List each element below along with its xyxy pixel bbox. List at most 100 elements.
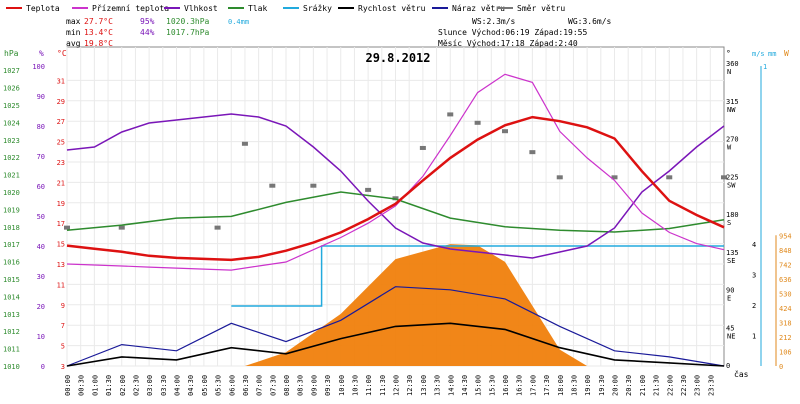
- axis-tick-deg: 270: [726, 136, 739, 144]
- axis-tick-time: 18:00: [557, 375, 565, 396]
- stat-min-temp: 13.4°C: [84, 28, 113, 37]
- legend-label: Směr větru: [517, 4, 565, 13]
- series-wind-direction-point: [529, 150, 536, 155]
- legend-label: Náraz větru: [452, 4, 505, 13]
- axis-label-ms: m/s: [752, 50, 765, 58]
- axis-label-c: °C: [57, 49, 67, 58]
- axis-tick-pct: 80: [37, 123, 45, 131]
- stat-avg-label: avg: [66, 39, 81, 48]
- legend-label: Přízemní teplota: [92, 4, 169, 13]
- axis-tick-w: 530: [779, 290, 792, 298]
- axis-label-w: W: [784, 49, 789, 58]
- axis-tick-pct: 10: [37, 333, 45, 341]
- axis-tick-deg: 315: [726, 98, 739, 106]
- axis-tick-time: 15:30: [488, 375, 496, 396]
- axis-tick-deg: 135: [726, 249, 739, 257]
- axis-tick-c: 3: [61, 363, 65, 371]
- axis-tick-time: 18:30: [570, 375, 578, 396]
- axis-tick-dir: S: [727, 219, 731, 227]
- chart-title: 29.8.2012: [365, 51, 430, 65]
- series-temperature-line: [66, 115, 725, 262]
- stat-max-label: max: [66, 17, 81, 26]
- axis-label-hpa: hPa: [4, 49, 19, 58]
- axis-tick-time: 15:00: [475, 375, 483, 396]
- axis-tick-dir: NE: [727, 332, 735, 340]
- axis-tick-hpa: 1023: [3, 137, 20, 145]
- axis-tick-w: 636: [779, 276, 792, 284]
- axis-tick-dir: E: [727, 295, 731, 303]
- axis-tick-time: 04:30: [187, 375, 195, 396]
- axis-tick-time: 20:00: [612, 375, 620, 396]
- axis-tick-time: 10:00: [338, 375, 346, 396]
- axis-tick-c: 25: [57, 139, 65, 147]
- series-wind-direction-point: [502, 129, 508, 134]
- axis-tick-hpa: 1022: [3, 154, 20, 162]
- series-rain-line: [231, 245, 724, 307]
- series-wind-direction-point: [556, 175, 563, 180]
- axis-tick-deg: 360: [726, 60, 739, 68]
- axis-tick-time: 22:00: [666, 375, 674, 396]
- axis-tick-time: 09:00: [310, 375, 318, 396]
- axis-tick-w: 954: [779, 232, 792, 240]
- axis-tick-time: 23:00: [694, 375, 702, 396]
- legend-label: Rychlost větru: [358, 4, 426, 13]
- stat-avg-temp: 19.8°C: [84, 39, 113, 48]
- axis-tick-time: 16:30: [516, 375, 524, 396]
- axes-layer: 1027102610251024102310221021102010191018…: [3, 60, 792, 396]
- axis-tick-time: 02:00: [119, 375, 127, 396]
- series-wind-direction-point: [365, 187, 372, 192]
- axis-tick-w: 106: [779, 348, 792, 356]
- axis-tick-dir: NW: [727, 106, 736, 114]
- legend-label: Tlak: [248, 4, 267, 13]
- axis-tick-w: 318: [779, 319, 792, 327]
- axis-tick-w: 742: [779, 261, 792, 269]
- axis-tick-mm: 1: [763, 63, 767, 71]
- axis-tick-pct: 60: [37, 183, 45, 191]
- series-wind-direction-point: [474, 120, 481, 125]
- axis-tick-time: 07:30: [269, 375, 277, 396]
- axis-tick-time: 22:30: [680, 375, 688, 396]
- axis-tick-pct: 100: [32, 63, 45, 71]
- axis-tick-hpa: 1013: [3, 311, 20, 319]
- stat-sun: Slunce Východ:06:19 Západ:19:55: [438, 28, 587, 37]
- stat-moon: Měsíc Východ:17:18 Západ:2:40: [438, 39, 578, 48]
- stat-max-hum: 95%: [140, 17, 155, 26]
- axis-tick-hpa: 1027: [3, 67, 20, 75]
- axis-tick-hpa: 1024: [3, 119, 20, 127]
- axis-tick-time: 10:30: [351, 375, 359, 396]
- axis-tick-time: 09:30: [324, 375, 332, 396]
- series-wind-direction-point: [611, 175, 618, 180]
- axis-tick-c: 29: [57, 98, 65, 106]
- axis-tick-hpa: 1026: [3, 85, 20, 93]
- axis-label-pct: %: [39, 49, 44, 58]
- axis-tick-time: 11:30: [379, 375, 387, 396]
- axis-tick-c: 11: [57, 281, 65, 289]
- axis-tick-deg: 225: [726, 173, 739, 181]
- axis-tick-hpa: 1019: [3, 206, 20, 214]
- series-wind-direction-point: [310, 183, 317, 188]
- axis-tick-pct: 70: [37, 153, 45, 161]
- axis-tick-hpa: 1015: [3, 276, 20, 284]
- axis-tick-pct: 50: [37, 213, 45, 221]
- stat-max-rain: 0.4mm: [228, 18, 249, 26]
- axis-tick-c: 21: [57, 179, 65, 187]
- series-wind-direction-point: [64, 225, 70, 230]
- series-wind-gust-line: [66, 286, 725, 367]
- series-wind-direction-point: [214, 225, 221, 230]
- axis-tick-pct: 20: [37, 303, 45, 311]
- axis-tick-time: 02:30: [132, 375, 140, 396]
- axis-tick-time: 17:30: [543, 375, 551, 396]
- legend-label: Srážky: [303, 4, 332, 13]
- stat-min-press: 1017.7hPa: [166, 28, 210, 37]
- series-solar-area: [244, 244, 588, 366]
- axis-tick-deg: 180: [726, 211, 739, 219]
- series-layer: [64, 73, 727, 367]
- series-ground-temp-line: [66, 73, 725, 271]
- axis-tick-time: 19:00: [584, 375, 592, 396]
- axis-tick-time: 20:30: [625, 375, 633, 396]
- axis-tick-time: 12:00: [393, 375, 401, 396]
- axis-tick-w: 848: [779, 247, 792, 255]
- axis-label-mm: mm: [768, 50, 776, 58]
- axis-tick-ms: 4: [752, 241, 756, 249]
